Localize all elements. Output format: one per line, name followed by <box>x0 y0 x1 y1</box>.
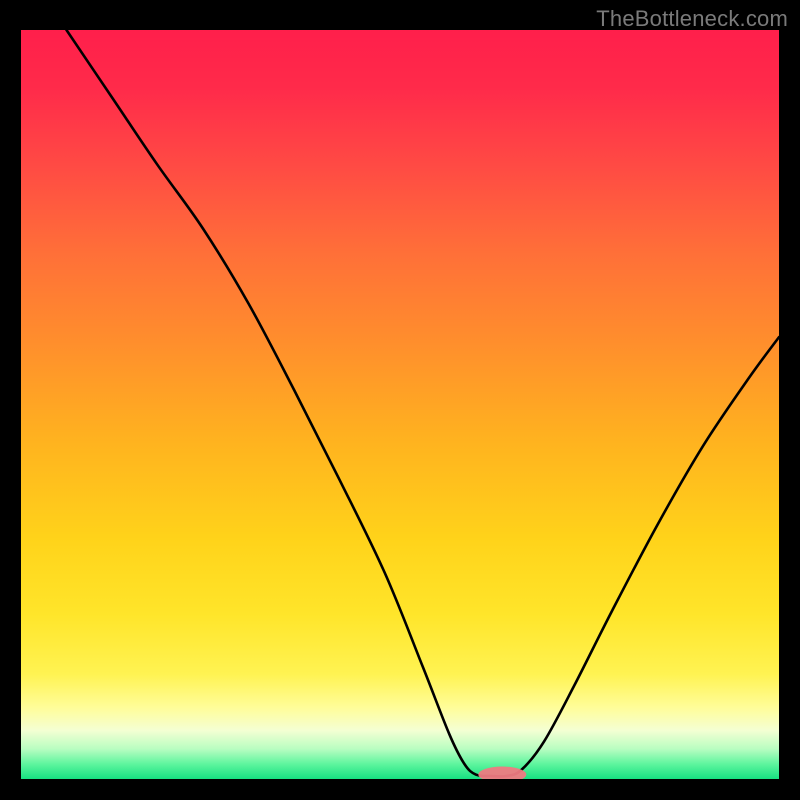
chart-background-gradient <box>21 30 779 779</box>
bottleneck-chart <box>0 0 800 800</box>
chart-container: TheBottleneck.com <box>0 0 800 800</box>
watermark-text: TheBottleneck.com <box>596 6 788 32</box>
